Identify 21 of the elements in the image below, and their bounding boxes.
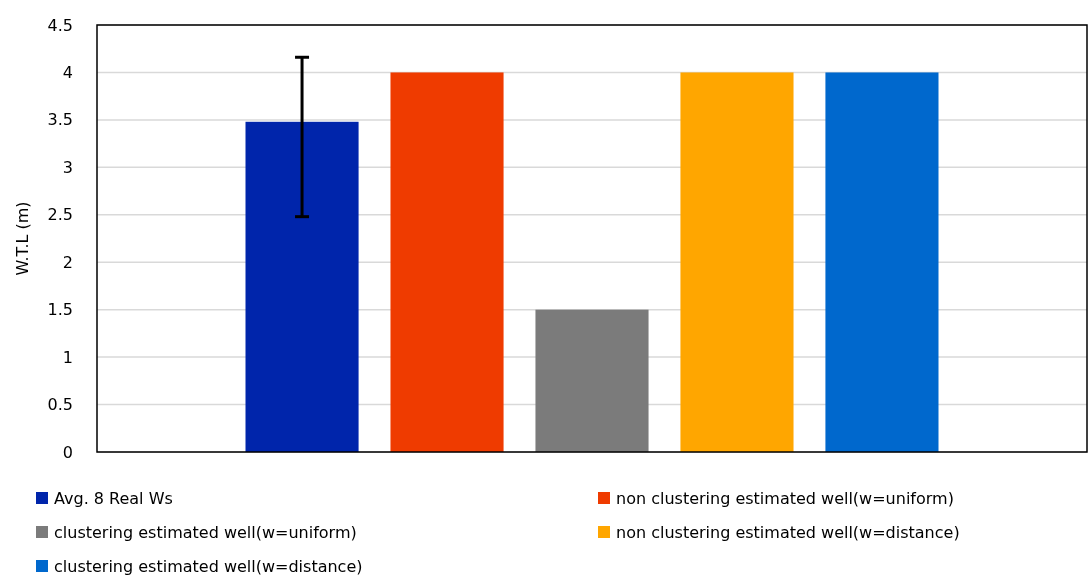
y-tick-label: 1 — [62, 347, 73, 367]
y-axis-title: W.T.L (m) — [13, 201, 32, 276]
bar — [825, 72, 939, 452]
y-tick-label: 4.5 — [47, 15, 73, 35]
bar — [245, 121, 359, 452]
y-tick-label: 4 — [62, 63, 73, 83]
y-tick-label: 0.5 — [47, 395, 73, 415]
legend-label: clustering estimated well(w=distance) — [54, 556, 363, 576]
y-tick-label: 3.5 — [47, 110, 73, 130]
bar — [535, 309, 649, 452]
bar — [390, 72, 504, 452]
legend-label: non clustering estimated well(w=distance) — [616, 522, 960, 542]
legend-label: Avg. 8 Real Ws — [54, 488, 173, 508]
bar — [680, 72, 794, 452]
y-tick-label: 2.5 — [47, 205, 73, 225]
y-tick-label: 0 — [62, 442, 73, 462]
y-tick-label: 3 — [62, 157, 73, 177]
y-tick-label: 2 — [62, 252, 73, 272]
legend-label: non clustering estimated well(w=uniform) — [616, 488, 954, 508]
y-tick-label: 1.5 — [47, 300, 73, 320]
legend-label: clustering estimated well(w=uniform) — [54, 522, 357, 542]
